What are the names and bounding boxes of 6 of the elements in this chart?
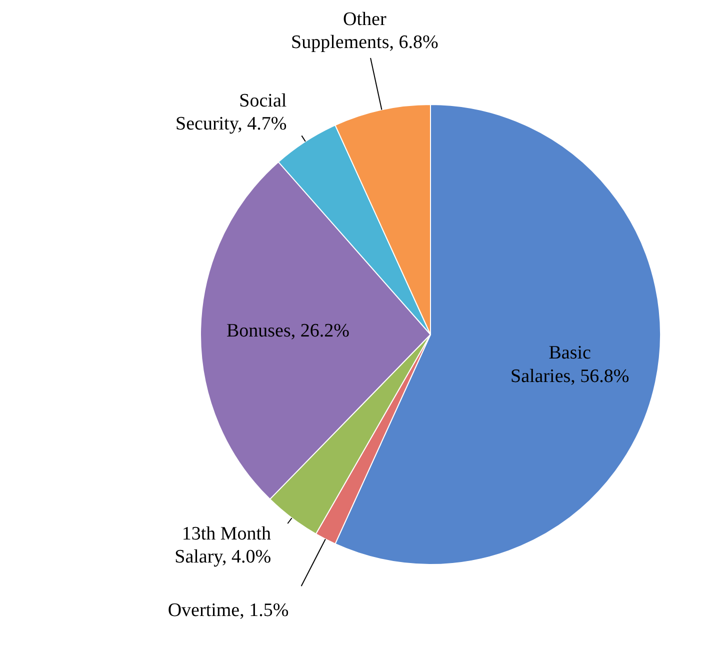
slice-label: Bonuses, 26.2% — [226, 320, 350, 342]
slice-label: 13th Month Salary, 4.0% — [174, 523, 272, 568]
slice-label: Basic Salaries, 56.8% — [510, 342, 630, 387]
slice-label: Overtime, 1.5% — [168, 600, 289, 622]
slice-label: Other Supplements, 6.8% — [291, 9, 438, 54]
slice-label: Social Security, 4.7% — [176, 90, 287, 135]
